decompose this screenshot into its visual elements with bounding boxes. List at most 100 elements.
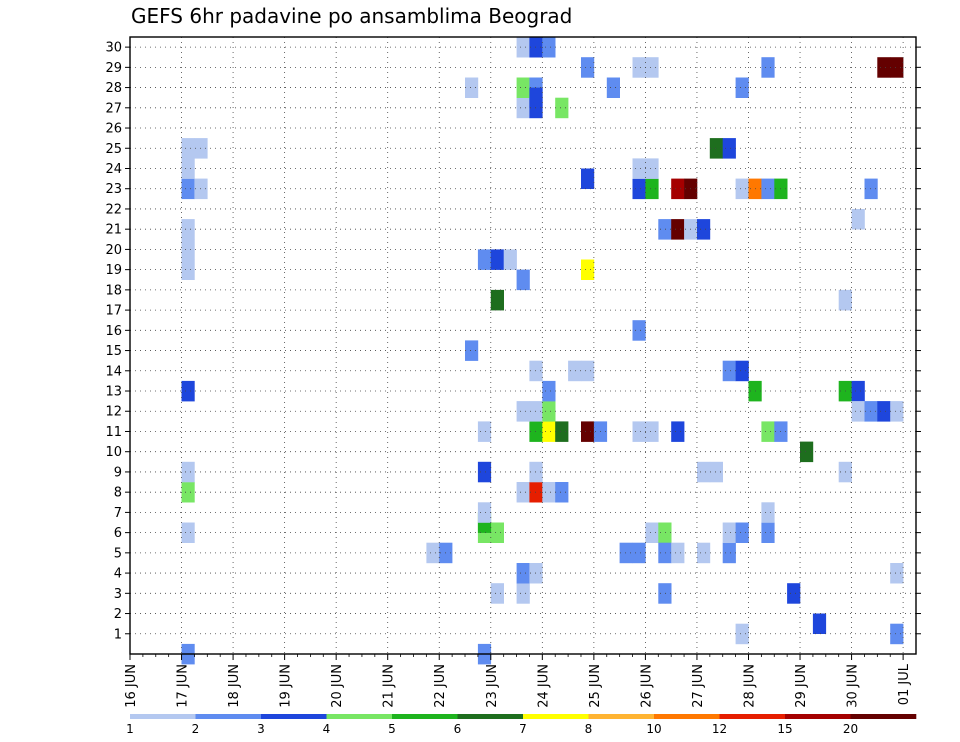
colorbar-segment	[850, 714, 917, 719]
heatmap-cell	[503, 249, 517, 270]
x-tick-label: 27 JUN	[691, 664, 706, 708]
heatmap-cell	[542, 37, 556, 58]
x-tick-label: 20 JUN	[330, 664, 345, 708]
heatmap-cell	[181, 461, 195, 483]
y-tick-label: 3	[114, 587, 122, 602]
heatmap-cell	[697, 542, 711, 564]
heatmap-cell	[542, 482, 556, 503]
heatmap-cell	[851, 380, 865, 402]
heatmap-cell	[632, 320, 646, 341]
heatmap-cell	[542, 380, 556, 402]
heatmap-cell	[555, 482, 569, 503]
heatmap-cell	[709, 138, 723, 159]
colorbar-label: 20	[843, 722, 858, 736]
heatmap-cell	[735, 623, 749, 645]
heatmap-cell	[671, 219, 685, 240]
heatmap-cell	[632, 57, 646, 78]
heatmap-cell	[890, 623, 904, 645]
heatmap-cell	[181, 259, 195, 280]
y-tick-label: 9	[114, 465, 122, 480]
colorbar-label: 15	[777, 722, 792, 736]
heatmap-cell	[181, 178, 195, 200]
y-tick-label: 5	[114, 546, 122, 561]
colorbar-label: 4	[323, 722, 331, 736]
heatmap-cell	[761, 178, 775, 200]
colorbar-segment	[326, 714, 393, 719]
x-tick-label: 29 JUN	[794, 664, 809, 708]
colorbar-segment	[261, 714, 327, 719]
x-tick-label: 22 JUN	[433, 664, 448, 708]
colorbar-segment	[130, 714, 196, 719]
heatmap-cell	[542, 401, 556, 422]
x-tick-label: 01 JUL	[897, 663, 912, 705]
y-tick-label: 7	[114, 506, 122, 521]
heatmap-cell	[877, 401, 891, 422]
heatmap-cell	[516, 401, 530, 422]
y-tick-label: 22	[105, 202, 122, 217]
heatmap-cell	[645, 178, 659, 200]
y-tick-label: 23	[105, 182, 122, 197]
colorbar-label: 8	[585, 722, 593, 736]
heatmap-cell	[735, 178, 749, 200]
heatmap-cell	[477, 249, 492, 270]
heatmap-cell	[890, 57, 904, 78]
heatmap-cell	[581, 168, 595, 189]
heatmap-cell	[581, 360, 595, 382]
axis-layer: 1234567891011121314151617181920212223242…	[105, 36, 921, 708]
heatmap-cell	[516, 269, 530, 291]
heatmap-cell	[851, 209, 865, 230]
y-tick-label: 16	[105, 324, 122, 339]
heatmap-cell	[426, 542, 440, 564]
heatmap-cell	[722, 542, 736, 564]
heatmap-cell	[581, 421, 595, 442]
colorbar-segment	[195, 714, 262, 719]
x-tick-label: 17 JUN	[176, 664, 191, 708]
heatmap-cell	[181, 380, 195, 402]
colorbar-segment	[523, 714, 589, 719]
heatmap-cell	[181, 158, 195, 179]
y-tick-label: 8	[114, 486, 122, 501]
colorbar-label: 2	[192, 722, 200, 736]
plot-frame	[129, 36, 917, 655]
heatmap-cell	[722, 522, 736, 543]
y-tick-label: 20	[105, 243, 122, 258]
heatmap-cell	[490, 522, 504, 543]
x-tick-label: 19 JUN	[279, 664, 294, 708]
heatmap-cell	[490, 583, 504, 604]
colorbar-segment	[392, 714, 458, 719]
heatmap-cell	[181, 482, 195, 503]
y-tick-label: 29	[105, 61, 122, 76]
y-tick-label: 19	[105, 263, 122, 278]
heatmap-cell	[465, 77, 479, 98]
heatmap-cell	[658, 522, 672, 543]
colorbar-segment	[457, 714, 524, 719]
y-tick-label: 15	[105, 344, 122, 359]
y-tick-label: 2	[114, 607, 122, 622]
heatmap-cell	[722, 360, 736, 382]
x-tick-label: 23 JUN	[485, 664, 500, 708]
heatmap-cell	[735, 522, 749, 543]
y-tick-label: 30	[105, 41, 122, 56]
heatmap-cell	[181, 138, 195, 159]
y-tick-label: 4	[114, 567, 122, 582]
heatmap-cell	[181, 522, 195, 543]
heatmap-cell	[555, 97, 569, 119]
heatmap-cell	[632, 178, 646, 200]
heatmap-cell	[671, 542, 685, 564]
y-tick-label: 28	[105, 81, 122, 96]
heatmap-cell	[890, 401, 904, 422]
heatmap-cell	[181, 219, 195, 240]
colorbar-label: 6	[454, 722, 462, 736]
heatmap-cell	[761, 502, 775, 523]
colorbar-label: 3	[257, 722, 265, 736]
colorbar-segment	[654, 714, 720, 719]
cells-layer	[181, 37, 904, 665]
heatmap-cell	[516, 482, 530, 503]
y-tick-label: 18	[105, 283, 122, 298]
heatmap-cell	[516, 97, 530, 119]
colorbar-label: 12	[712, 722, 727, 736]
heatmap-cell	[761, 421, 775, 442]
y-tick-label: 17	[105, 304, 122, 319]
heatmap-cell	[581, 259, 595, 280]
